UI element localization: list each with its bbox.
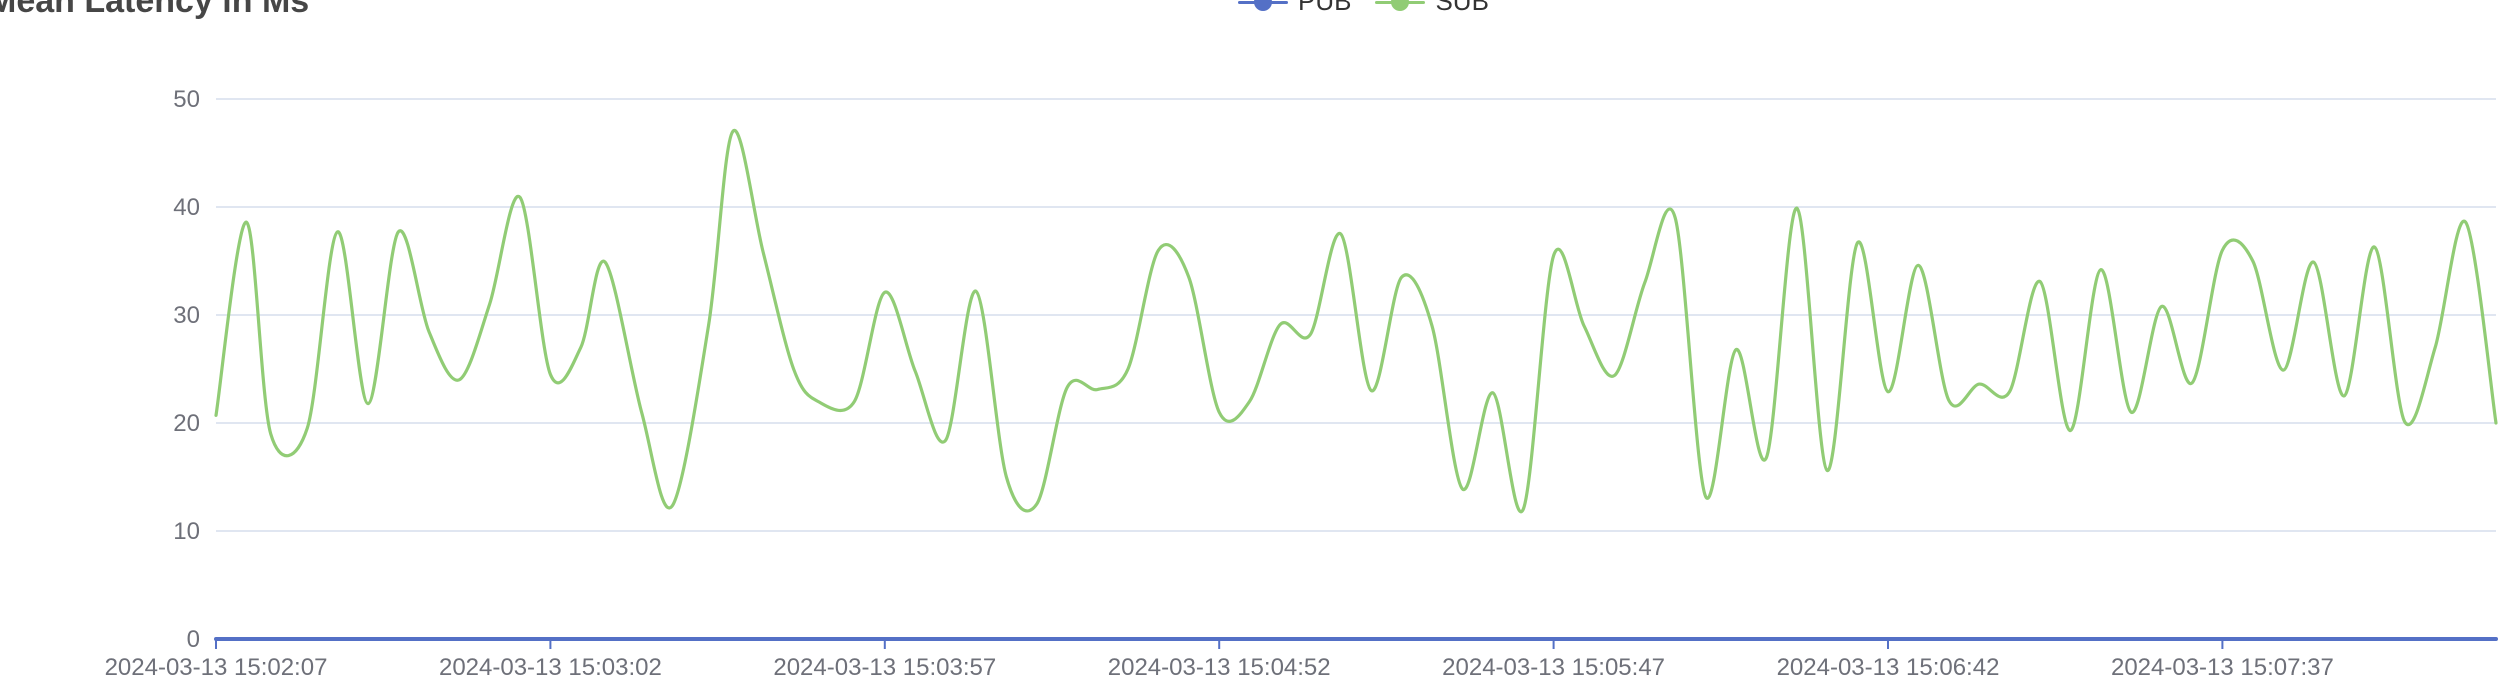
x-axis: 2024-03-13 15:02:07 2024-03-13 15:03:02 20… xyxy=(105,637,2496,681)
legend-swatch-pub xyxy=(1238,0,1288,12)
legend-item-sub[interactable]: SUB xyxy=(1375,0,1489,17)
legend-item-pub[interactable]: PUB xyxy=(1238,0,1351,17)
legend-label-sub: SUB xyxy=(1435,0,1489,16)
x-tick-label: 2024-03-13 15:06:42 xyxy=(1777,654,2000,681)
y-tick-label: 20 xyxy=(173,410,200,437)
x-tick-label: 2024-03-13 15:03:02 xyxy=(439,654,662,681)
x-tick-label: 2024-03-13 15:02:07 xyxy=(105,654,328,681)
chart-title: Mean Latency in Ms xyxy=(0,0,310,20)
x-tick-label: 2024-03-13 15:05:47 xyxy=(1442,654,1665,681)
chart-legend: PUB SUB xyxy=(1238,0,1513,17)
legend-swatch-sub xyxy=(1375,0,1426,12)
y-tick-label: 40 xyxy=(173,194,200,221)
y-axis-ticks: 0 10 20 30 40 50 xyxy=(173,86,200,653)
x-tick-label: 2024-03-13 15:07:37 xyxy=(2111,654,2334,681)
x-tick-label: 2024-03-13 15:03:57 xyxy=(773,654,996,681)
y-tick-label: 0 xyxy=(187,626,200,653)
y-tick-label: 30 xyxy=(173,302,200,329)
x-tick-label: 2024-03-13 15:04:52 xyxy=(1108,654,1331,681)
legend-label-pub: PUB xyxy=(1298,0,1352,16)
y-tick-label: 50 xyxy=(173,86,200,113)
series-line-sub xyxy=(214,128,2498,514)
y-tick-label: 10 xyxy=(173,518,200,545)
